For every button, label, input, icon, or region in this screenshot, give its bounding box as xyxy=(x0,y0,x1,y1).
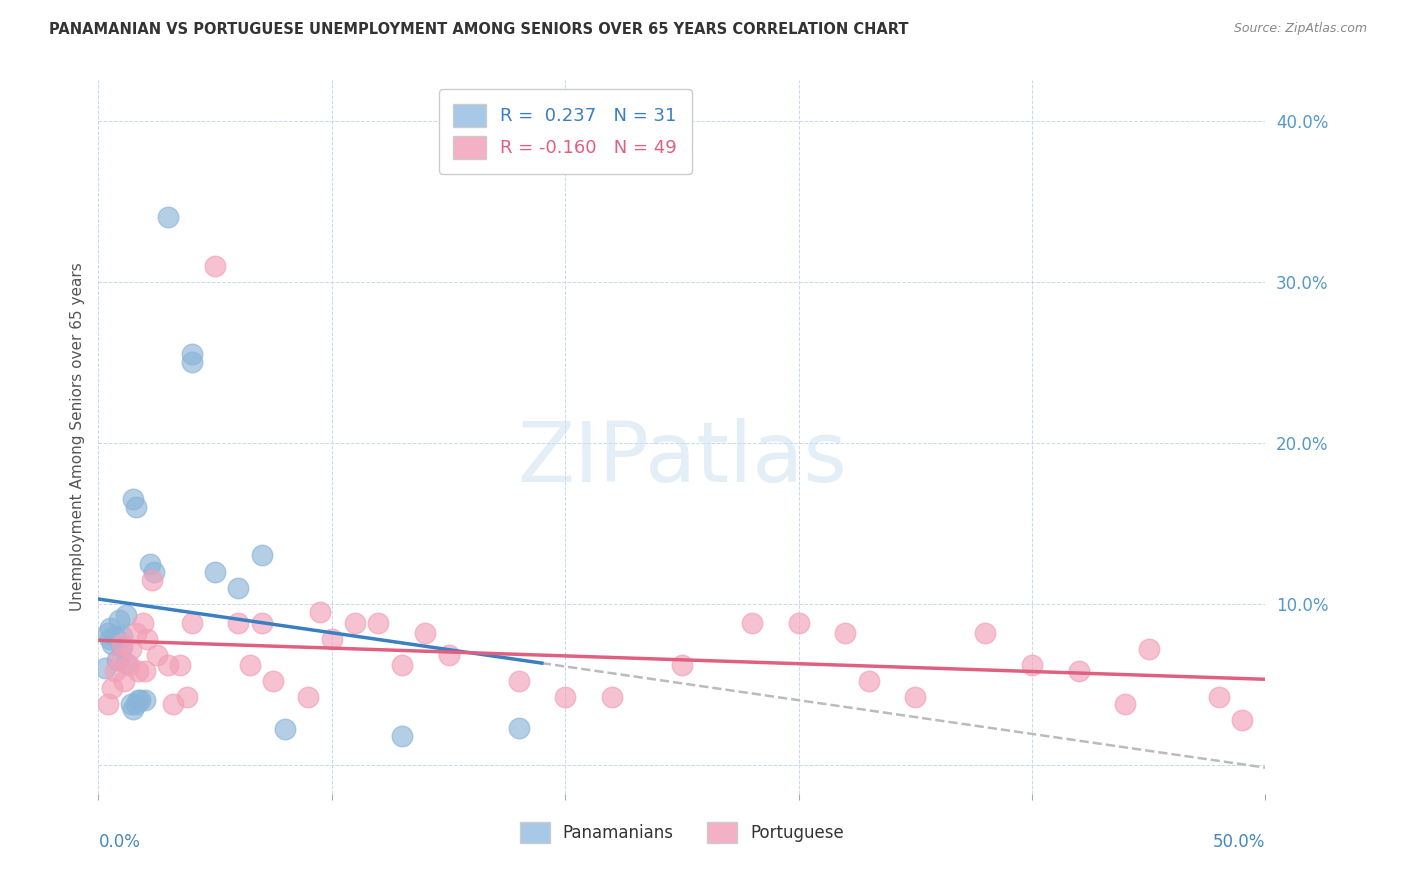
Point xyxy=(741,616,763,631)
Text: PANAMANIAN VS PORTUGUESE UNEMPLOYMENT AMONG SENIORS OVER 65 YEARS CORRELATION CH: PANAMANIAN VS PORTUGUESE UNEMPLOYMENT AM… xyxy=(49,22,908,37)
Point xyxy=(125,625,148,640)
Text: ZIPatlas: ZIPatlas xyxy=(517,418,846,499)
Text: 50.0%: 50.0% xyxy=(1213,833,1265,851)
Point xyxy=(146,648,169,663)
Point xyxy=(974,625,997,640)
Point xyxy=(858,674,880,689)
Point xyxy=(321,632,343,647)
Point xyxy=(180,355,202,369)
Point xyxy=(413,625,436,640)
Point xyxy=(115,608,138,623)
Point xyxy=(180,347,202,361)
Point xyxy=(97,625,120,640)
Point xyxy=(508,674,530,689)
Point xyxy=(250,616,273,631)
Point xyxy=(129,693,152,707)
Point xyxy=(344,616,367,631)
Point xyxy=(111,640,134,655)
Point xyxy=(554,690,576,705)
Point xyxy=(1021,658,1043,673)
Point xyxy=(136,632,159,647)
Point xyxy=(904,690,927,705)
Point xyxy=(274,723,297,737)
Point xyxy=(297,690,319,705)
Point xyxy=(134,665,156,679)
Point xyxy=(391,658,413,673)
Point xyxy=(250,549,273,563)
Point xyxy=(111,629,134,643)
Point xyxy=(111,637,134,651)
Point xyxy=(101,637,124,651)
Point xyxy=(1230,713,1253,727)
Point xyxy=(104,665,127,679)
Point xyxy=(125,697,148,711)
Point xyxy=(98,632,121,647)
Y-axis label: Unemployment Among Seniors over 65 years: Unemployment Among Seniors over 65 years xyxy=(69,263,84,611)
Point xyxy=(94,661,117,675)
Point xyxy=(169,658,191,673)
Point xyxy=(162,697,184,711)
Point xyxy=(122,492,145,507)
Point xyxy=(204,259,226,273)
Point xyxy=(180,616,202,631)
Point xyxy=(1208,690,1230,705)
Point xyxy=(834,625,856,640)
Point xyxy=(112,674,135,689)
Point xyxy=(97,697,120,711)
Point xyxy=(437,648,460,663)
Point xyxy=(391,729,413,743)
Point xyxy=(1137,641,1160,656)
Point xyxy=(508,721,530,735)
Point xyxy=(228,581,250,595)
Text: Source: ZipAtlas.com: Source: ZipAtlas.com xyxy=(1233,22,1367,36)
Point xyxy=(122,701,145,715)
Point xyxy=(139,557,162,571)
Legend: Panamanians, Portuguese: Panamanians, Portuguese xyxy=(513,815,851,850)
Point xyxy=(239,658,262,673)
Point xyxy=(204,565,226,579)
Point xyxy=(141,573,163,587)
Point xyxy=(105,653,128,667)
Point xyxy=(1114,697,1136,711)
Point xyxy=(143,565,166,579)
Point xyxy=(176,690,198,705)
Point xyxy=(134,693,156,707)
Point xyxy=(108,613,131,627)
Point xyxy=(127,665,149,679)
Point xyxy=(120,697,142,711)
Point xyxy=(108,653,131,667)
Point xyxy=(228,616,250,631)
Point xyxy=(262,674,284,689)
Point xyxy=(787,616,810,631)
Point xyxy=(120,641,142,656)
Point xyxy=(1067,665,1090,679)
Point xyxy=(104,629,127,643)
Point xyxy=(367,616,389,631)
Point xyxy=(118,658,141,673)
Point xyxy=(115,657,138,671)
Text: 0.0%: 0.0% xyxy=(98,833,141,851)
Point xyxy=(157,210,180,224)
Point xyxy=(157,658,180,673)
Point xyxy=(127,693,149,707)
Point xyxy=(101,681,124,695)
Point xyxy=(600,690,623,705)
Point xyxy=(132,616,155,631)
Point xyxy=(309,605,332,619)
Point xyxy=(98,621,121,635)
Point xyxy=(671,658,693,673)
Point xyxy=(125,500,148,515)
